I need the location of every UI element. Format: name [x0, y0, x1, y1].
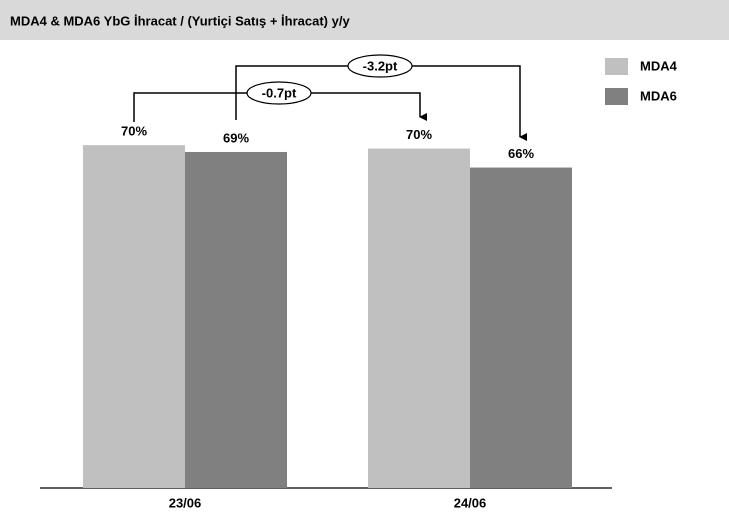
- data-label: 69%: [223, 130, 249, 145]
- annotation: -0.7pt: [262, 85, 297, 100]
- annotation-bubble: [246, 81, 312, 105]
- annotation-bubble: [347, 54, 413, 78]
- data-label: 66%: [508, 146, 534, 161]
- data-label: 70%: [406, 127, 432, 142]
- bar: [83, 145, 185, 489]
- chart-title: MDA4 & MDA6 YbG İhracat / (Yurtiçi Satış…: [10, 13, 350, 28]
- legend-swatch: [605, 58, 628, 75]
- title-bar: [0, 0, 729, 40]
- legend-swatch: [605, 88, 628, 105]
- bar: [185, 151, 287, 488]
- data-label: 70%: [121, 124, 147, 139]
- bar: [470, 167, 572, 488]
- x-tick-label: 24/06: [454, 495, 487, 510]
- legend-label: MDA6: [640, 88, 677, 103]
- x-tick-label: 23/06: [169, 495, 202, 510]
- legend-label: MDA4: [640, 58, 678, 73]
- bar: [368, 148, 470, 488]
- annotation: -3.2pt: [363, 58, 398, 73]
